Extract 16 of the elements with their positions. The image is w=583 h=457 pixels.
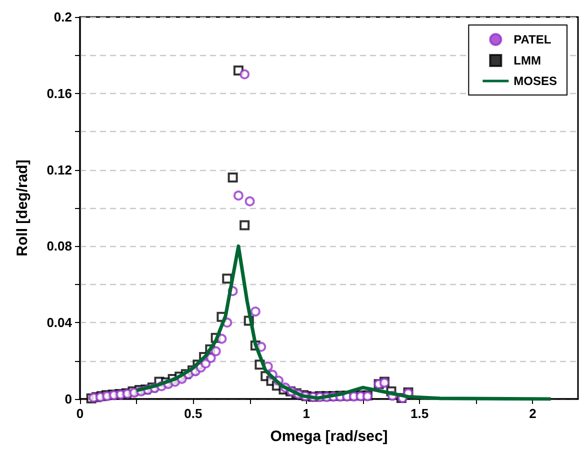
legend-label: PATEL (514, 32, 552, 46)
x-axis-title: Omega [rad/sec] (270, 428, 388, 445)
x-tick-label: 1.5 (410, 406, 429, 421)
x-tick-label: 0 (76, 406, 84, 421)
legend-label: MOSES (514, 74, 557, 88)
y-tick-label: 0.12 (46, 162, 72, 178)
x-tick-label: 1 (302, 406, 310, 421)
x-tick-label: 0.5 (184, 406, 202, 421)
y-tick-label: 0.04 (46, 315, 73, 330)
y-tick-label: 0 (64, 392, 72, 406)
y-tick-label: 0.08 (46, 238, 72, 254)
y-axis-title: Roll [deg/rad] (14, 160, 31, 256)
y-tick-label: 0.2 (54, 10, 72, 24)
legend-label: LMM (514, 54, 541, 68)
x-tick-label: 2 (529, 406, 536, 421)
y-tick-label: 0.16 (46, 86, 72, 101)
